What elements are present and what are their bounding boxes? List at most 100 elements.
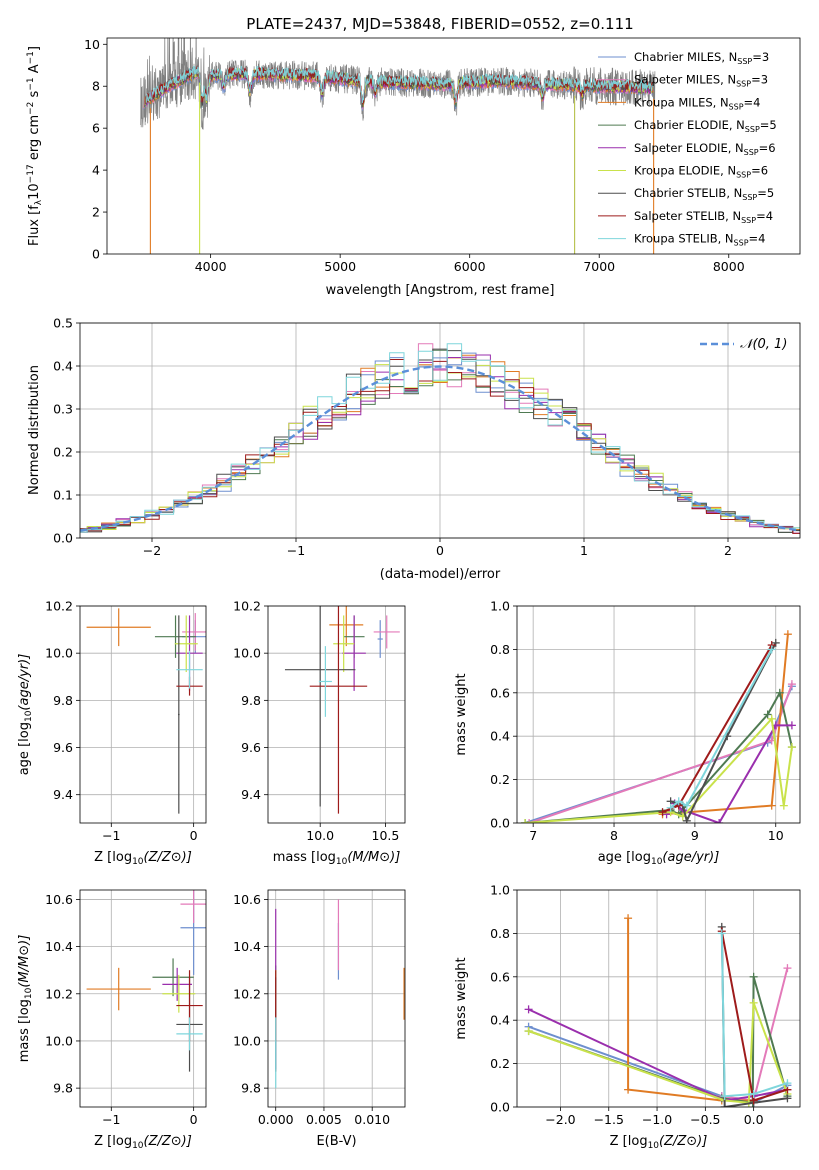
histogram-y-label: Normed distribution (27, 365, 42, 495)
histogram-x-label: (data-model)/error (380, 567, 501, 582)
y-tick-label: 9.8 (53, 1081, 73, 1096)
y-label-part: A (27, 64, 42, 77)
normal-reference-curve (80, 365, 800, 532)
x-tick-label: 1 (580, 543, 588, 558)
y-tick-label: 6 (92, 121, 100, 136)
spectrum-ticks: 4000 5000 6000 7000 8000 0 2 4 6 8 10 (84, 37, 745, 274)
label-main: age [log (598, 850, 651, 865)
p5-marks (521, 630, 796, 823)
y-tick-label: 10.4 (233, 939, 261, 954)
y-label-part: λ (34, 199, 44, 205)
x-tick-label: 0 (436, 543, 444, 558)
y-tick-label: 10.0 (45, 1033, 73, 1048)
p3-axes-frame (79, 605, 207, 824)
x-tick-label: −2 (143, 543, 161, 558)
y-label-part: −1 (26, 51, 36, 64)
x-tick-label: −2.0 (545, 1112, 575, 1127)
y-tick-label: 0.0 (490, 816, 510, 831)
histogram-legend: 𝒩(0, 1) (700, 337, 787, 352)
legend-label-main: Chabrier ELODIE, N (634, 118, 745, 132)
x-tick-label: 0.000 (258, 1112, 294, 1127)
y-tick-label: 9.4 (241, 787, 261, 802)
p6-panel: −1 09.810.010.210.410.6Z [log10(Z/Z⊙)]mas… (17, 889, 207, 1151)
legend-label: Chabrier ELODIE, NSSP=5 (634, 118, 777, 134)
y-axis-label: mass weight (454, 957, 469, 1039)
legend-label: Kroupa MILES, NSSP=4 (634, 95, 760, 111)
label-sub: 10 (132, 1141, 144, 1151)
p3-marks (86, 608, 206, 814)
x-axis-label: age [log10(age/yr)] (598, 850, 720, 867)
p8-panel: −2.0 −1.5 −1.0 −0.5 0.0 0.0 0.2 0.4 0.6 0.8 1.0 Z [… (454, 883, 801, 1151)
x-tick-label: −1.5 (594, 1112, 624, 1127)
label-end: (Z/Z⊙)] (144, 850, 192, 865)
y-tick-label: 1.0 (490, 883, 510, 898)
y-tick-label: 0.8 (490, 926, 510, 941)
mass-weight-line (720, 933, 788, 1098)
mass-weight-line (669, 648, 773, 809)
label-sub: 10 (336, 857, 348, 867)
y-tick-label: 9.8 (241, 1081, 261, 1096)
label-sub: 10 (648, 1141, 660, 1151)
legend-label-main: Kroupa MILES, N (634, 95, 729, 109)
y-axis-label: mass weight (454, 673, 469, 755)
x-axis-label: Z [log10(Z/Z⊙)] (94, 1134, 192, 1151)
x-tick-label: 0 (190, 1112, 198, 1127)
y-tick-label: 10.2 (45, 599, 73, 614)
legend-label-sub: SSP (729, 102, 744, 111)
p4-panel: 10.0 10.5 9.4 9.6 9.8 10.0 10.2 mass [log10(M/M… (233, 599, 406, 867)
p6-marks (86, 890, 206, 1072)
legend-label-sub: SSP (742, 193, 757, 202)
y-tick-label: 0.6 (490, 969, 510, 984)
label-main: mass [log (273, 850, 336, 865)
legend-label-sub: SSP (744, 148, 759, 157)
mass-weight-line (525, 690, 793, 823)
x-tick-label: 10.5 (372, 828, 400, 843)
x-tick-label: 7000 (583, 259, 615, 274)
label-sub: 10 (132, 857, 144, 867)
y-tick-label: 0.0 (53, 531, 73, 546)
y-tick-label: 10.4 (45, 939, 73, 954)
x-tick-label: 2 (724, 543, 732, 558)
legend-label-end: =6 (759, 141, 776, 155)
p3-panel: −1 09.49.69.810.010.2Z [log10(Z/Z⊙)]age [… (17, 599, 207, 867)
legend-label: Salpeter MILES, NSSP=3 (634, 73, 768, 89)
y-tick-label: 0 (92, 247, 100, 262)
y-tick-label: 0.6 (490, 685, 510, 700)
y-tick-label: 0.4 (53, 359, 73, 374)
legend-label-sub: SSP (736, 80, 751, 89)
legend-label-main: Salpeter MILES, N (634, 73, 736, 87)
spectrum-x-label: wavelength [Angstrom, rest frame] (326, 283, 555, 298)
label-sub: 10 (24, 710, 34, 722)
legend-label-end: =5 (757, 186, 774, 200)
y-tick-label: 0.2 (490, 772, 510, 787)
x-tick-label: 8000 (713, 259, 745, 274)
legend-label-main: Chabrier STELIB, N (634, 186, 742, 200)
label-main: age [log (17, 722, 32, 775)
legend-label-sub: SSP (736, 171, 751, 180)
y-label-part: ] (27, 46, 42, 51)
histogram-step-line (80, 348, 800, 533)
label-end: (Z/Z⊙)] (144, 1134, 192, 1149)
x-tick-label: 0.0 (744, 1112, 764, 1127)
legend-label-sub: SSP (734, 239, 749, 248)
y-tick-label: 9.8 (241, 693, 261, 708)
y-tick-label: 10.2 (233, 986, 261, 1001)
x-tick-label: −1 (102, 828, 120, 843)
x-tick-label: −1.0 (642, 1112, 672, 1127)
legend-label-main: Salpeter ELODIE, N (634, 141, 744, 155)
y-tick-label: 0.2 (53, 445, 73, 460)
y-label-part: −17 (26, 164, 36, 183)
spectrum-lines (140, 38, 656, 254)
y-tick-label: 9.6 (53, 740, 73, 755)
y-tick-label: 9.8 (53, 693, 73, 708)
y-tick-label: 0.8 (490, 642, 510, 657)
spectrum-panel: PLATE=2437, MJD=53848, FIBERID=0552, z=0… (26, 15, 801, 298)
y-label-part: Flux [f (27, 205, 42, 246)
legend-normal-label: 𝒩(0, 1) (740, 337, 787, 352)
legend-label-end: =5 (760, 118, 777, 132)
legend-label-end: =6 (751, 164, 768, 178)
label-main: Z [log (94, 1134, 132, 1149)
y-tick-label: 9.4 (53, 787, 73, 802)
p7-marks (275, 899, 405, 1089)
